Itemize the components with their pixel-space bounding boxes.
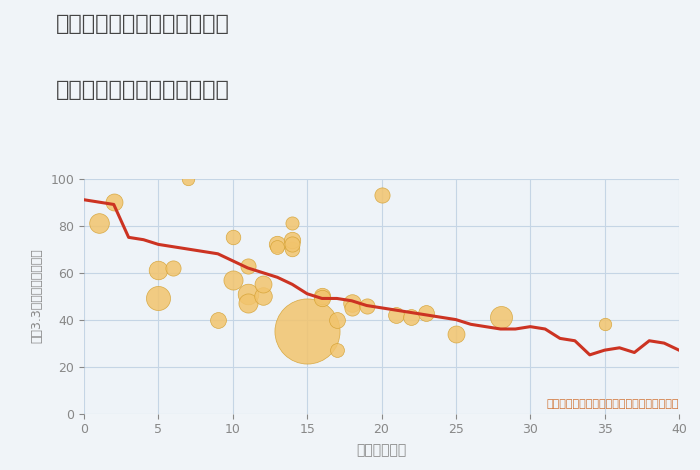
Point (331, 316, 342, 323)
Point (242, 299, 253, 307)
Point (287, 219, 298, 227)
Point (421, 309, 432, 316)
Point (272, 241, 283, 248)
Point (287, 236, 298, 243)
Point (227, 276, 238, 283)
Point (153, 295, 164, 302)
Point (361, 302, 372, 309)
Point (316, 292, 328, 300)
Point (212, 316, 223, 323)
Point (346, 299, 357, 307)
Point (287, 241, 298, 248)
Point (495, 313, 506, 321)
Point (316, 295, 328, 302)
Point (93, 219, 104, 227)
Point (331, 346, 342, 354)
Point (257, 292, 268, 300)
Point (227, 234, 238, 241)
Point (376, 191, 387, 199)
Point (183, 175, 194, 182)
Text: 円の大きさは、取引のあった物件面積を示す: 円の大きさは、取引のあった物件面積を示す (547, 399, 679, 409)
Point (272, 243, 283, 251)
Point (108, 198, 119, 206)
Point (450, 330, 461, 337)
Text: 岐阜県加茂郡川辺町下吉田の: 岐阜県加茂郡川辺町下吉田の (56, 14, 230, 34)
X-axis label: 築年数（年）: 築年数（年） (356, 443, 407, 457)
Point (302, 328, 313, 335)
Point (599, 321, 610, 328)
Point (242, 262, 253, 269)
Text: 築年数別中古マンション価格: 築年数別中古マンション価格 (56, 80, 230, 100)
Point (391, 311, 402, 319)
Point (257, 281, 268, 288)
Point (287, 245, 298, 253)
Y-axis label: 坪（3.3㎡）単価（万円）: 坪（3.3㎡）単価（万円） (31, 249, 43, 344)
Point (168, 264, 179, 272)
Point (346, 304, 357, 312)
Point (242, 290, 253, 298)
Point (406, 313, 417, 321)
Point (153, 266, 164, 274)
